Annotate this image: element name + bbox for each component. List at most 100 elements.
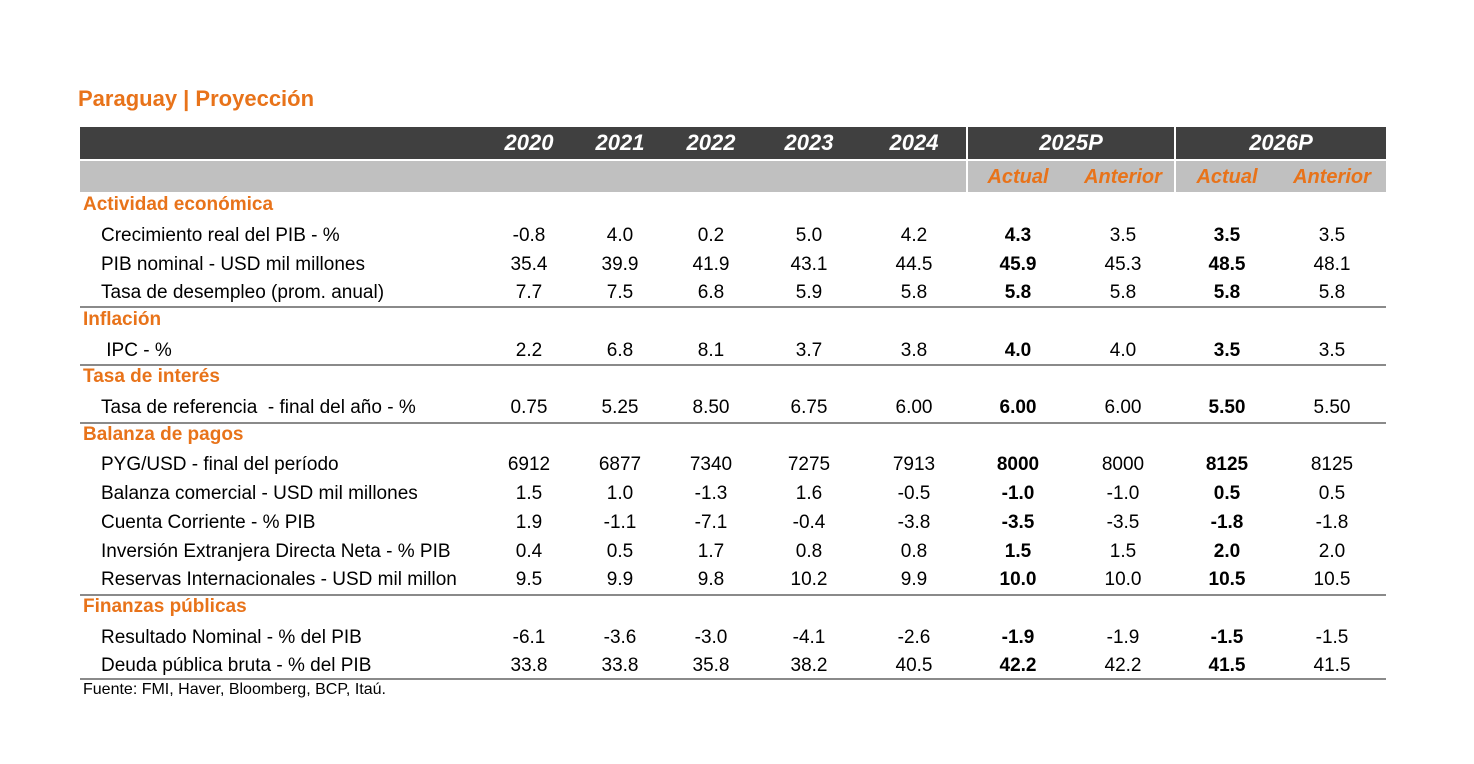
table-cell: -0.8	[512, 225, 546, 246]
table-row: PIB nominal - USD mil millones 35.4 39.9 41…	[80, 251, 1386, 279]
table-cell: 35.8	[692, 655, 730, 676]
table-cell: 9.9	[900, 569, 928, 590]
header-separator	[80, 159, 1386, 161]
table-cell: 7275	[787, 454, 831, 475]
table-cell: 10.5	[1313, 569, 1351, 590]
table-cell: 4.0	[606, 225, 634, 246]
year-header: 2024	[889, 130, 939, 155]
table-cell: 5.0	[795, 225, 823, 246]
year-header: 2021	[595, 130, 645, 155]
table-cell: 5.8	[1004, 282, 1032, 303]
table-cell: 33.8	[510, 655, 548, 676]
table-cell: 4.3	[1004, 225, 1032, 246]
section-heading: Tasa de interés	[83, 366, 220, 387]
table-cell: 0.5	[1318, 483, 1346, 504]
table-cell: -0.5	[897, 483, 931, 504]
table-cell: 7340	[689, 454, 733, 475]
table-cell: 3.8	[900, 340, 928, 361]
row-label: Inversión Extranjera Directa Neta - % PI…	[101, 541, 451, 562]
table-cell: 10.2	[790, 569, 828, 590]
section-divider	[80, 678, 1386, 680]
table-row: Crecimiento real del PIB - % -0.8 4.0 0.2 5.…	[80, 222, 1386, 250]
table-cell: 4.2	[900, 225, 928, 246]
page-title: Paraguay | Proyección	[78, 86, 315, 111]
table-cell: 4.0	[1004, 340, 1032, 361]
year-header: 2020	[504, 130, 554, 155]
table-cell: 6.00	[999, 397, 1037, 418]
table-cell: 8000	[1101, 454, 1145, 475]
table-cell: -1.9	[1106, 627, 1140, 648]
table-cell: 10.0	[999, 569, 1037, 590]
table-cell: 5.9	[795, 282, 823, 303]
table-cell: 39.9	[601, 254, 639, 275]
table-row: Cuenta Corriente - % PIB 1.9 -1.1 -7.1 -0.4 -…	[80, 509, 1386, 537]
table-cell: 6.8	[606, 340, 634, 361]
table-row: Deuda pública bruta - % del PIB 33.8 33.8 3…	[80, 652, 1386, 680]
table-cell: 5.8	[900, 282, 928, 303]
row-label: PYG/USD - final del período	[101, 454, 339, 475]
table-cell: 3.5	[1213, 340, 1241, 361]
table-cell: 45.3	[1104, 254, 1142, 275]
table-cell: 0.8	[795, 541, 823, 562]
table-cell: 5.50	[1208, 397, 1246, 418]
table-cell: 5.25	[601, 397, 639, 418]
table-cell: 1.5	[515, 483, 543, 504]
table-cell: 38.2	[790, 655, 828, 676]
row-label: Crecimiento real del PIB - %	[101, 225, 340, 246]
table-cell: 2.0	[1213, 541, 1241, 562]
table-cell: 1.5	[1004, 541, 1032, 562]
table-header-light	[80, 161, 1386, 192]
table-row: Tasa de desempleo (prom. anual) 7.7 7.5 6.8…	[80, 279, 1386, 307]
table-cell: 9.5	[515, 569, 543, 590]
table-cell: 5.8	[1318, 282, 1346, 303]
table-cell: 6.00	[1104, 397, 1142, 418]
source-note: Fuente: FMI, Haver, Bloomberg, BCP, Itaú…	[83, 681, 386, 698]
table-cell: 42.2	[999, 655, 1037, 676]
table-cell: 0.5	[1213, 483, 1241, 504]
table-cell: -3.5	[1106, 512, 1140, 533]
table-cell: 0.2	[697, 225, 725, 246]
table-cell: 2.2	[515, 340, 543, 361]
table-cell: -2.6	[897, 627, 931, 648]
table-cell: -0.4	[792, 512, 826, 533]
subheader-actual: Actual	[1196, 166, 1258, 188]
table-cell: 7.5	[606, 282, 634, 303]
year-header: 2023	[784, 130, 834, 155]
table-cell: 1.5	[1109, 541, 1137, 562]
section-heading: Balanza de pagos	[83, 424, 244, 445]
table-cell: 0.75	[510, 397, 548, 418]
table-cell: 0.4	[515, 541, 543, 562]
table-cell: -1.8	[1315, 512, 1349, 533]
table-cell: -3.0	[694, 627, 728, 648]
table-cell: 44.5	[895, 254, 933, 275]
table-cell: 48.1	[1313, 254, 1351, 275]
table-row: IPC - % 2.2 6.8 8.1 3.7 3.8 4.0 4.0 3.5 3.5	[80, 337, 1386, 365]
header-vertical-divider	[1174, 127, 1176, 192]
table-cell: 3.7	[795, 340, 823, 361]
table-cell: 45.9	[999, 254, 1037, 275]
subheader-anterior: Anterior	[1293, 166, 1371, 188]
section-heading: Actividad económica	[83, 194, 274, 215]
table-row: Tasa de referencia - final del año - % 0.…	[80, 394, 1386, 422]
table-cell: -4.1	[792, 627, 826, 648]
section-divider	[80, 422, 1386, 424]
table-row: Balanza comercial - USD mil millones 1.5 1…	[80, 480, 1386, 508]
table-cell: 1.0	[606, 483, 634, 504]
table-cell: -1.1	[603, 512, 637, 533]
table-cell: 6.75	[790, 397, 828, 418]
table-header-dark	[80, 127, 1386, 159]
table-cell: 8000	[996, 454, 1040, 475]
table-cell: 5.8	[1109, 282, 1137, 303]
table-cell: 6.00	[895, 397, 933, 418]
year-header: 2022	[686, 130, 736, 155]
table-cell: -1.0	[1001, 483, 1035, 504]
table-cell: 3.5	[1318, 340, 1346, 361]
table-cell: 6877	[598, 454, 642, 475]
table-cell: 35.4	[510, 254, 548, 275]
table-cell: 41.9	[692, 254, 730, 275]
table-cell: 48.5	[1208, 254, 1246, 275]
row-label: Reservas Internacionales - USD mil millo…	[101, 569, 457, 590]
table-row: PYG/USD - final del período 6912 6877 7340 7…	[80, 451, 1386, 479]
table-cell: 4.0	[1109, 340, 1137, 361]
row-label: Tasa de desempleo (prom. anual)	[101, 282, 385, 303]
